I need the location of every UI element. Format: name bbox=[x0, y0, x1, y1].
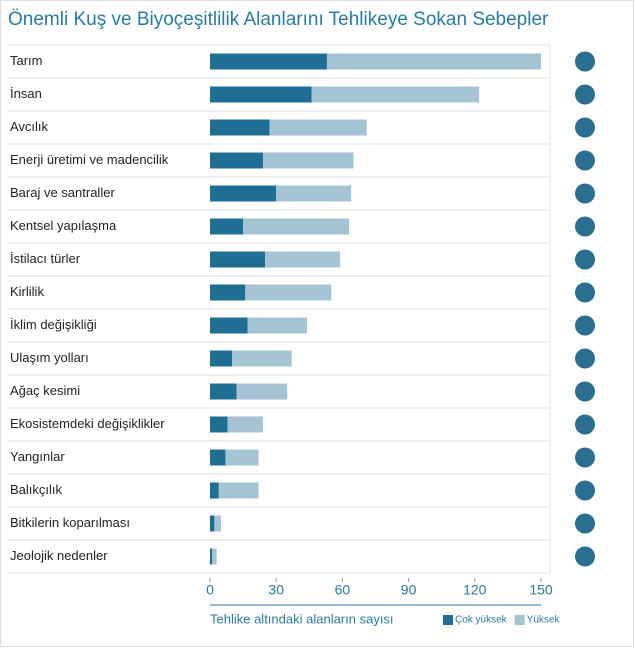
legend-label: Yüksek bbox=[527, 615, 561, 626]
bar-segment bbox=[326, 53, 541, 70]
x-tick-label: 0 bbox=[206, 582, 214, 598]
x-tick-label: 30 bbox=[268, 582, 284, 598]
category-label: Tarım bbox=[10, 53, 43, 68]
icon bbox=[575, 513, 595, 534]
legend-swatch bbox=[443, 615, 453, 625]
category-label: Ağaç kesimi bbox=[10, 383, 80, 398]
icon bbox=[575, 315, 595, 336]
bar-segment bbox=[265, 251, 341, 268]
icon bbox=[575, 51, 595, 72]
bar-segment bbox=[210, 86, 312, 103]
icon bbox=[575, 480, 595, 501]
bar-segment bbox=[210, 383, 237, 400]
bar-segment bbox=[232, 350, 292, 367]
icon bbox=[575, 381, 595, 402]
category-label: Kentsel yapılaşma bbox=[10, 218, 117, 233]
bar-segment bbox=[276, 185, 352, 202]
category-label: Kirlilik bbox=[10, 284, 44, 299]
icon bbox=[575, 216, 595, 237]
bar-segment bbox=[210, 317, 248, 334]
bar-segment bbox=[210, 251, 266, 268]
bar-segment bbox=[210, 449, 226, 466]
icon bbox=[575, 282, 595, 303]
icon bbox=[575, 84, 595, 105]
bar-segment bbox=[210, 515, 215, 532]
category-label: Ekosistemdeki değişiklikler bbox=[10, 416, 165, 431]
icon bbox=[575, 447, 595, 468]
bar-segment bbox=[210, 284, 246, 301]
bar-segment bbox=[311, 86, 480, 103]
bar-segment bbox=[236, 383, 288, 400]
category-label: Yangınlar bbox=[10, 449, 65, 464]
bar-segment bbox=[247, 317, 308, 334]
icon bbox=[575, 249, 595, 270]
category-label: Baraj ve santraller bbox=[10, 185, 115, 200]
category-label: İstilacı türler bbox=[10, 251, 81, 266]
bar-segment bbox=[210, 548, 213, 565]
bar-segment bbox=[210, 119, 270, 136]
bar-segment bbox=[218, 482, 259, 499]
bar-segment bbox=[210, 218, 244, 235]
bar-segment bbox=[212, 548, 217, 565]
category-label: Jeolojik nedenler bbox=[10, 548, 108, 563]
bar-segment bbox=[245, 284, 332, 301]
legend-swatch bbox=[514, 615, 525, 625]
bar-segment bbox=[214, 515, 222, 532]
category-label: İklim değişikliği bbox=[10, 317, 97, 332]
bar-segment bbox=[210, 185, 277, 202]
icon bbox=[575, 183, 595, 204]
category-label: İnsan bbox=[10, 86, 42, 101]
x-tick-label: 60 bbox=[335, 582, 351, 598]
bar-segment bbox=[210, 416, 228, 433]
bar-segment bbox=[210, 350, 233, 367]
x-tick-label: 120 bbox=[463, 582, 487, 598]
bar-segment bbox=[210, 152, 263, 169]
bar-segment bbox=[225, 449, 259, 466]
x-axis-label: Tehlike altındaki alanların sayısı bbox=[210, 611, 394, 626]
bar-segment bbox=[210, 482, 219, 499]
bar-segment bbox=[262, 152, 354, 169]
legend-label: Çok yüksek bbox=[455, 615, 508, 626]
bar-segment bbox=[269, 119, 367, 136]
icon bbox=[575, 150, 595, 171]
icon bbox=[575, 546, 595, 567]
chart-title: Önemli Kuş ve Biyoçeşitlilik Alanlarını … bbox=[8, 9, 549, 30]
icon bbox=[575, 414, 595, 435]
x-tick-label: 150 bbox=[529, 582, 553, 598]
bar-segment bbox=[227, 416, 263, 433]
x-tick-label: 90 bbox=[401, 582, 417, 598]
category-label: Bitkilerin koparılması bbox=[10, 515, 130, 530]
icon bbox=[575, 348, 595, 369]
category-label: Ulaşım yolları bbox=[10, 350, 89, 365]
icon bbox=[575, 117, 595, 138]
bar-segment bbox=[210, 53, 327, 70]
category-label: Avcılık bbox=[10, 119, 49, 134]
category-label: Enerji üretimi ve madencilik bbox=[10, 152, 169, 167]
bar-segment bbox=[243, 218, 350, 235]
category-label: Balıkçılık bbox=[10, 482, 63, 497]
